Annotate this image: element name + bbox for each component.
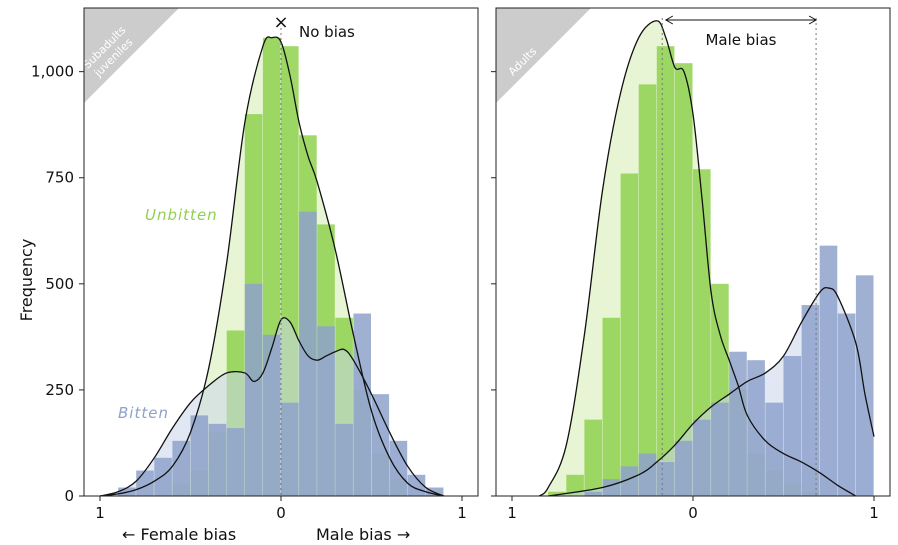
bitten-bar xyxy=(190,415,209,496)
bitten-bar xyxy=(335,423,353,496)
bitten-bars xyxy=(548,245,874,496)
y-tick-label: 0 xyxy=(64,487,74,505)
bitten-density-curve xyxy=(99,317,445,497)
bitten-bar xyxy=(262,334,281,496)
bitten-bar xyxy=(371,394,390,496)
y-axis-title: Frequency xyxy=(17,239,36,322)
bitten-bar xyxy=(819,245,838,496)
y-tick-label: 500 xyxy=(45,275,74,293)
bitten-bar xyxy=(389,440,408,496)
male-bias-span-arrow xyxy=(664,15,818,25)
unbitten-bar xyxy=(566,474,584,496)
bitten-bar xyxy=(281,402,299,496)
bitten-bar xyxy=(208,423,227,496)
bitten-bar xyxy=(620,466,639,496)
bitten-density-curve xyxy=(548,286,875,497)
unbitten-density-curve xyxy=(99,36,445,497)
span-arrow-right xyxy=(808,15,818,25)
bitten-bars xyxy=(100,211,444,496)
bitten-bar xyxy=(584,491,602,496)
bitten-bar xyxy=(837,313,856,496)
male-bias-label: Male bias → xyxy=(316,525,410,544)
bitten-bar xyxy=(783,355,802,496)
density-curves xyxy=(538,20,875,497)
no-bias-label: No bias xyxy=(299,23,355,41)
x-tick-label: 1 xyxy=(869,504,879,522)
bitten-bar xyxy=(693,419,711,496)
bitten-bar xyxy=(154,457,172,496)
bitten-bar xyxy=(711,402,729,496)
bitten-label: Bitten xyxy=(118,404,169,422)
male-bias-span-label: Male bias xyxy=(705,31,776,49)
no-bias-marker: × xyxy=(273,12,288,33)
unbitten-bar xyxy=(602,317,621,496)
x-tick-label: 1 xyxy=(507,504,517,522)
unbitten-bar xyxy=(656,46,675,496)
bitten-bar xyxy=(855,275,874,496)
bitten-bar xyxy=(317,326,335,496)
bitten-bar xyxy=(299,211,317,496)
bitten-bar xyxy=(425,487,444,496)
bitten-bar xyxy=(801,305,820,496)
unbitten-bar xyxy=(584,419,602,496)
unbitten-bar xyxy=(674,63,693,496)
bitten-bar xyxy=(244,283,263,496)
y-ticks: 0 250 500 750 1,000 xyxy=(31,63,84,505)
unbitten-bar xyxy=(638,84,657,497)
y-tick-label: 1,000 xyxy=(31,63,74,81)
bitten-bar xyxy=(172,440,190,496)
x-ticks: 1 0 1 xyxy=(507,496,879,522)
y-tick-label: 750 xyxy=(45,169,74,187)
x-tick-label: 0 xyxy=(688,504,698,522)
bitten-bar xyxy=(765,402,783,496)
female-bias-label: ← Female bias xyxy=(122,525,236,544)
unbitten-bar xyxy=(548,491,566,496)
bitten-bar xyxy=(638,453,657,496)
corner-triangle xyxy=(84,8,179,103)
corner-triangle xyxy=(496,8,591,103)
y-ticks xyxy=(491,71,496,497)
y-tick-label: 250 xyxy=(45,381,74,399)
bitten-bar xyxy=(729,351,747,496)
density-curves xyxy=(99,36,445,497)
x-ticks: 1 0 1 xyxy=(95,496,467,522)
x-tick-label: 0 xyxy=(276,504,286,522)
bitten-bar xyxy=(747,360,765,496)
span-arrow-left xyxy=(664,15,674,25)
bitten-bar xyxy=(226,428,245,496)
unbitten-label: Unbitten xyxy=(145,206,218,224)
bitten-bar xyxy=(353,313,371,496)
unbitten-bar xyxy=(620,173,639,496)
x-tick-label: 1 xyxy=(457,504,467,522)
x-tick-label: 1 xyxy=(95,504,105,522)
unbitten-density-curve xyxy=(538,20,857,497)
bitten-bar xyxy=(674,440,693,496)
bitten-bar xyxy=(656,462,675,496)
